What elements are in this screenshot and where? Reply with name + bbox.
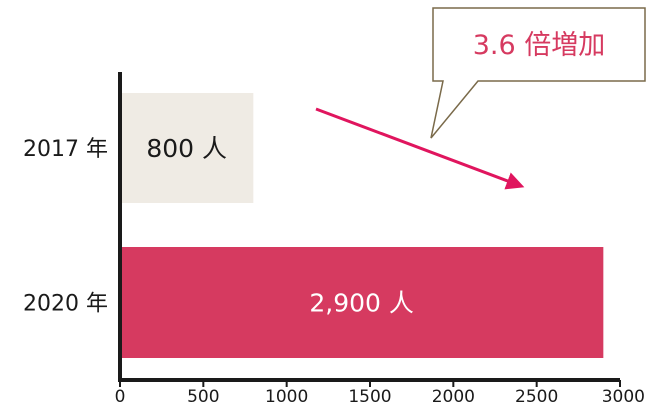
- bars-layer: [120, 93, 604, 358]
- callout-bubble: 3.6 倍増加: [430, 7, 646, 139]
- trend-arrow: [315, 107, 525, 190]
- x-tick-label-6: 3000: [602, 387, 645, 407]
- x-tick-label-1: 500: [187, 387, 219, 407]
- bar-0: [120, 93, 254, 203]
- bar-value-label-0: 800 人: [146, 134, 227, 163]
- bar-value-label-1: 2,900 人: [309, 289, 414, 318]
- category-label-0: 2017 年: [23, 137, 108, 162]
- x-tick-label-3: 1500: [348, 387, 391, 407]
- category-label-1: 2020 年: [23, 292, 108, 317]
- callout-text: 3.6 倍増加: [473, 30, 606, 61]
- x-tick-label-0: 0: [115, 387, 126, 407]
- x-tick-label-4: 2000: [432, 387, 475, 407]
- x-axis-ticks: 0 500 1000 1500 2000 2500 3000: [115, 380, 645, 407]
- labels-layer: 800 人 2017 年 2,900 人 2020 年: [23, 134, 414, 318]
- x-tick-label-2: 1000: [265, 387, 308, 407]
- bar-1: [120, 247, 604, 358]
- x-tick-label-5: 2500: [515, 387, 558, 407]
- callout-bubble-shape: [430, 7, 646, 139]
